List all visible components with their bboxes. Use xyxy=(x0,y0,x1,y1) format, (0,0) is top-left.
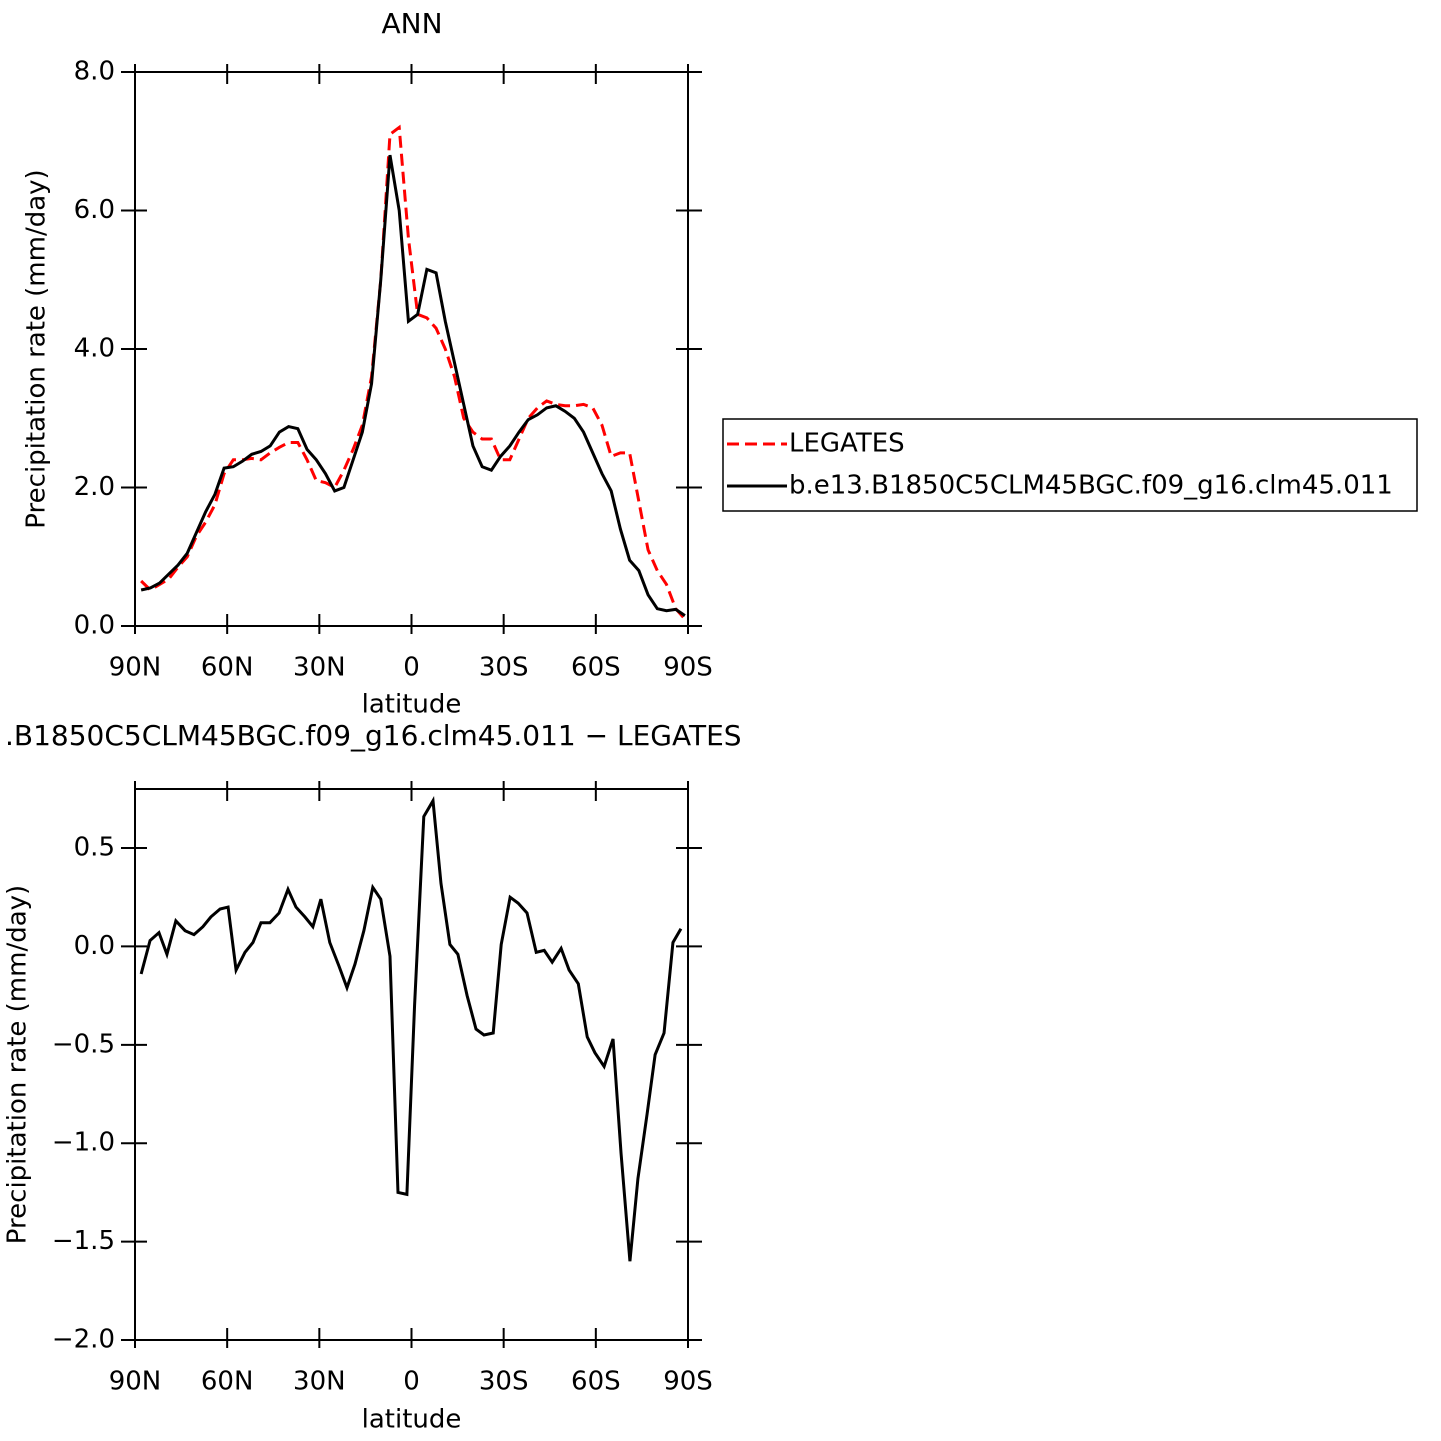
plot-frame xyxy=(134,71,689,627)
y-tick-label: 6.0 xyxy=(74,195,115,225)
data-line xyxy=(140,154,686,617)
data-line xyxy=(140,124,687,621)
x-tick-label: 90N xyxy=(109,653,162,683)
x-axis-label: latitude xyxy=(362,690,462,720)
x-tick-label: 30N xyxy=(293,653,346,683)
x-tick-label: 0 xyxy=(403,1367,420,1397)
y-tick-label: 8.0 xyxy=(74,57,115,87)
x-tick-label: 30N xyxy=(293,1367,346,1397)
y-tick-label: −1.0 xyxy=(52,1128,115,1158)
legend-label: b.e13.B1850C5CLM45BGC.f09_g16.clm45.011 xyxy=(789,471,1393,501)
legend-box xyxy=(722,418,1418,512)
data-line xyxy=(139,796,683,1262)
plot-frame xyxy=(134,788,689,1341)
y-tick-label: 0.0 xyxy=(74,931,115,961)
x-axis-label: latitude xyxy=(362,1405,462,1435)
y-tick-label: 2.0 xyxy=(74,472,115,502)
x-tick-label: 0 xyxy=(403,653,420,683)
y-tick-label: 0.5 xyxy=(74,833,115,863)
x-tick-label: 60N xyxy=(201,1367,254,1397)
y-tick-label: −2.0 xyxy=(52,1325,115,1355)
y-axis-label: Precipitation rate (mm/day) xyxy=(22,169,52,528)
x-tick-label: 90S xyxy=(663,653,713,683)
x-tick-label: 60S xyxy=(571,653,621,683)
legend-label: LEGATES xyxy=(789,429,905,459)
y-tick-label: −1.5 xyxy=(52,1226,115,1256)
x-tick-label: 60N xyxy=(201,653,254,683)
x-tick-label: 60S xyxy=(571,1367,621,1397)
chart-title: .B1850C5CLM45BGC.f09_g16.clm45.011 − LEG… xyxy=(5,719,742,752)
y-tick-label: −0.5 xyxy=(52,1029,115,1059)
x-tick-label: 90S xyxy=(663,1367,713,1397)
x-tick-label: 30S xyxy=(479,1367,529,1397)
x-tick-label: 30S xyxy=(479,653,529,683)
y-axis-label: Precipitation rate (mm/day) xyxy=(3,885,33,1244)
y-tick-label: 0.0 xyxy=(74,611,115,641)
x-tick-label: 90N xyxy=(109,1367,162,1397)
y-tick-label: 4.0 xyxy=(74,334,115,364)
chart-title: ANN xyxy=(381,7,442,40)
